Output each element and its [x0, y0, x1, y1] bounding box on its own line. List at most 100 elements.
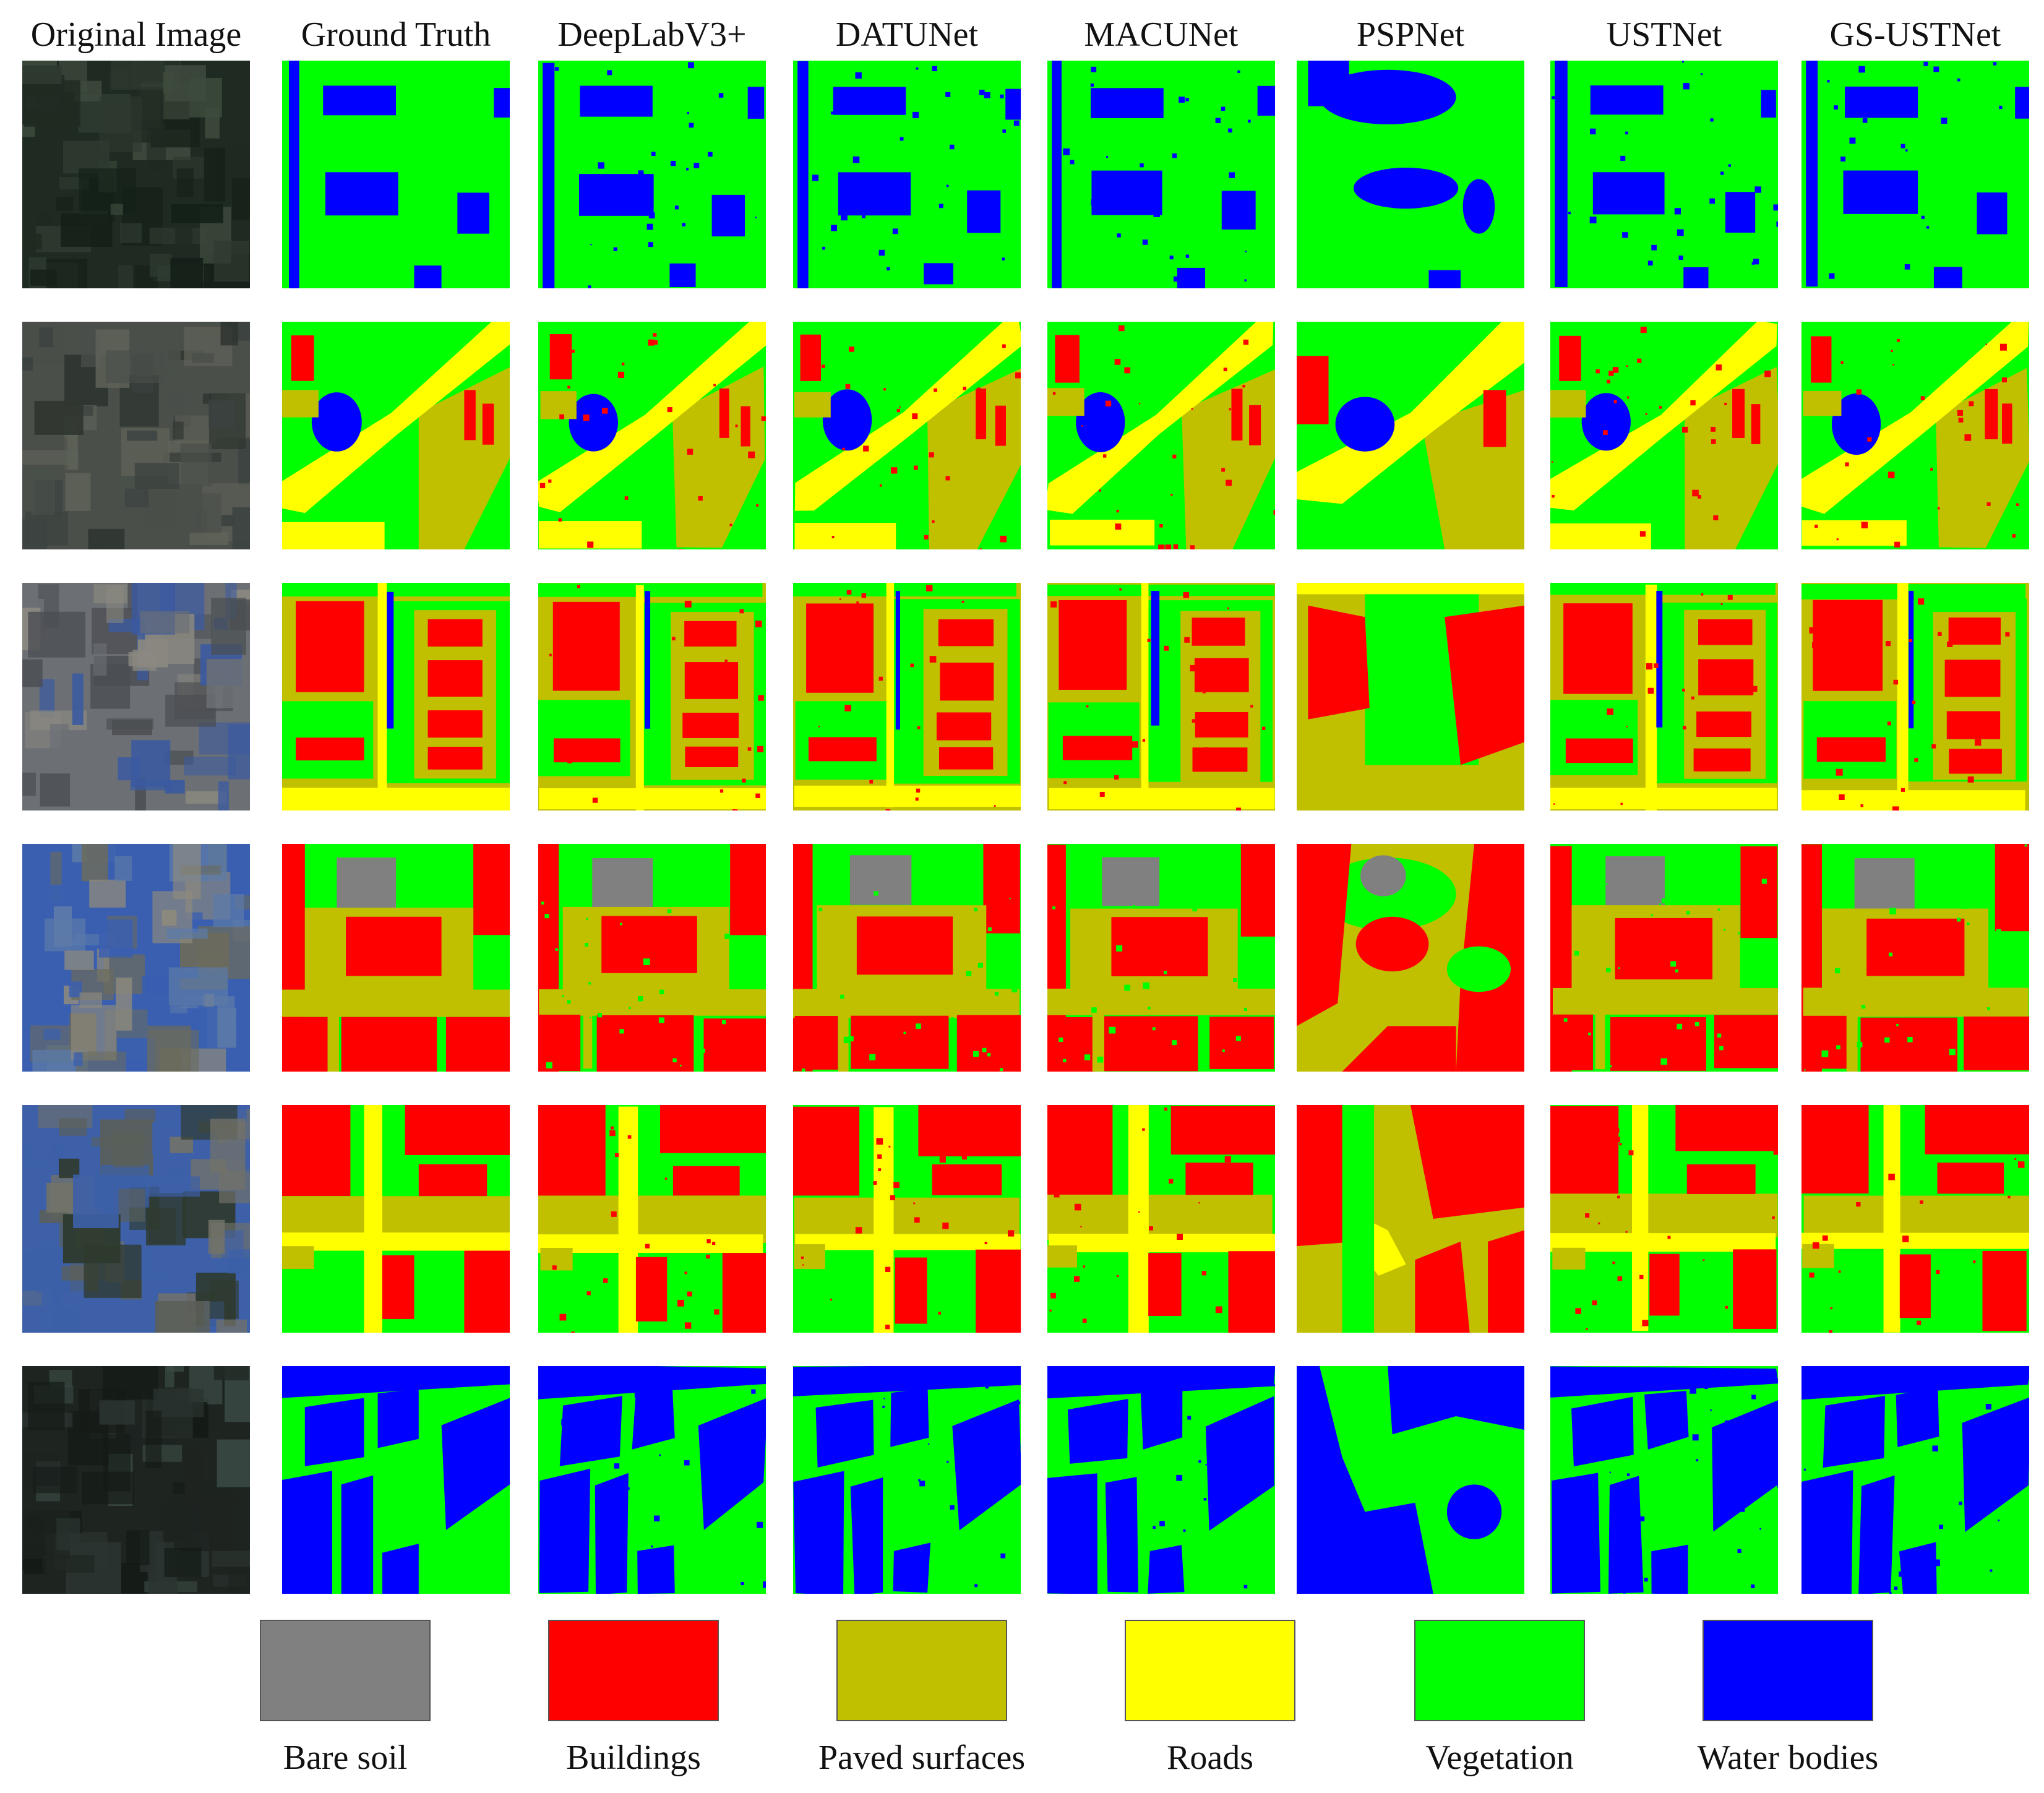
noise-speck: [1192, 906, 1198, 912]
noise-speck: [998, 1268, 1000, 1271]
region-building: [538, 1015, 581, 1072]
noise-speck: [1614, 1128, 1620, 1133]
region-water: [952, 1399, 1021, 1531]
noise-speck: [861, 593, 867, 598]
noise-speck: [1603, 430, 1608, 435]
noise-speck: [852, 156, 860, 163]
region-water: [1047, 1473, 1098, 1594]
region-water: [1590, 85, 1664, 115]
noise-speck: [966, 971, 972, 976]
noise-speck: [689, 123, 694, 128]
noise-speck: [938, 204, 943, 209]
noise-speck: [1017, 1401, 1021, 1404]
legend-swatch: [836, 1620, 1007, 1721]
noise-speck: [1761, 972, 1766, 977]
segmentation-map-tile: [1047, 322, 1275, 549]
noise-speck: [748, 451, 755, 458]
region-building: [660, 1105, 766, 1153]
region-building: [1801, 1105, 1869, 1194]
noise-speck: [1612, 1262, 1615, 1265]
region-building: [1698, 659, 1754, 695]
noise-speck: [658, 1017, 664, 1023]
noise-speck: [912, 1266, 916, 1271]
region-building: [684, 621, 737, 647]
noise-speck: [1243, 1584, 1248, 1589]
region-water: [282, 1366, 510, 1398]
noise-speck: [1761, 879, 1767, 884]
noise-speck: [1803, 1468, 1806, 1471]
noise-speck: [1166, 1299, 1170, 1303]
noise-speck: [1612, 367, 1619, 373]
noise-speck: [1237, 70, 1240, 74]
noise-speck: [1719, 1507, 1722, 1510]
noise-speck: [648, 242, 653, 247]
region-road: [1128, 1105, 1149, 1333]
noise-speck: [951, 677, 953, 679]
noise-speck: [755, 217, 757, 218]
region-building: [1610, 1017, 1706, 1071]
noise-speck: [1119, 588, 1122, 591]
noise-speck: [1965, 1451, 1970, 1457]
region-building: [1297, 356, 1329, 424]
noise-speck: [1015, 372, 1021, 379]
region-road: [282, 1232, 510, 1251]
noise-speck: [1845, 462, 1849, 467]
noise-speck: [1000, 94, 1004, 98]
noise-speck: [825, 874, 828, 877]
aerial-patch: [102, 1366, 158, 1400]
noise-speck: [1609, 1471, 1612, 1474]
aerial-patch: [126, 1530, 150, 1565]
region-building: [1249, 405, 1261, 445]
noise-speck: [1896, 1023, 1899, 1026]
noise-speck: [1165, 544, 1172, 549]
noise-speck: [547, 115, 552, 121]
noise-speck: [987, 927, 992, 931]
region-building: [938, 747, 994, 770]
segmentation-map-tile: [1801, 322, 2029, 549]
region-building: [806, 603, 874, 693]
region-building: [1047, 1105, 1113, 1195]
noise-speck: [613, 247, 617, 251]
legend-swatch: [548, 1620, 719, 1721]
noise-speck: [2004, 1150, 2006, 1152]
noise-speck: [827, 1526, 830, 1529]
noise-speck: [1933, 1559, 1940, 1567]
region-water: [793, 1471, 844, 1594]
region-road: [538, 322, 766, 512]
region-building: [464, 1250, 510, 1333]
noise-speck: [1996, 929, 2001, 934]
noise-speck: [1874, 1374, 1876, 1377]
noise-speck: [572, 350, 575, 353]
region-water: [1257, 85, 1275, 116]
noise-speck: [567, 611, 573, 617]
noise-speck: [917, 726, 921, 729]
noise-speck: [1090, 83, 1094, 87]
noise-speck: [560, 1551, 564, 1555]
noise-speck: [1969, 401, 1974, 406]
noise-speck: [1109, 1026, 1116, 1034]
region-road: [538, 1234, 763, 1253]
region-building: [405, 1105, 510, 1155]
noise-speck: [758, 695, 764, 701]
segmentation-map-tile: [1047, 844, 1275, 1072]
noise-speck: [903, 1031, 906, 1034]
aerial-patch: [39, 1210, 66, 1223]
noise-speck: [672, 1058, 677, 1062]
region-water: [382, 1544, 419, 1594]
region-building: [552, 601, 620, 691]
noise-speck: [741, 1581, 744, 1586]
noise-speck: [1816, 1380, 1821, 1385]
region-building: [794, 1015, 838, 1070]
noise-speck: [1235, 807, 1242, 811]
noise-speck: [1654, 663, 1659, 668]
region-bare: [337, 858, 396, 908]
noise-speck: [1002, 257, 1005, 260]
region-water: [494, 88, 510, 118]
noise-speck: [862, 214, 865, 218]
noise-speck: [1055, 1112, 1060, 1116]
noise-speck: [1891, 350, 1893, 353]
segmentation-map-tile: [1801, 61, 2029, 288]
noise-speck: [1773, 1150, 1778, 1155]
noise-speck: [708, 152, 713, 157]
region-paved: [1595, 987, 1605, 1070]
